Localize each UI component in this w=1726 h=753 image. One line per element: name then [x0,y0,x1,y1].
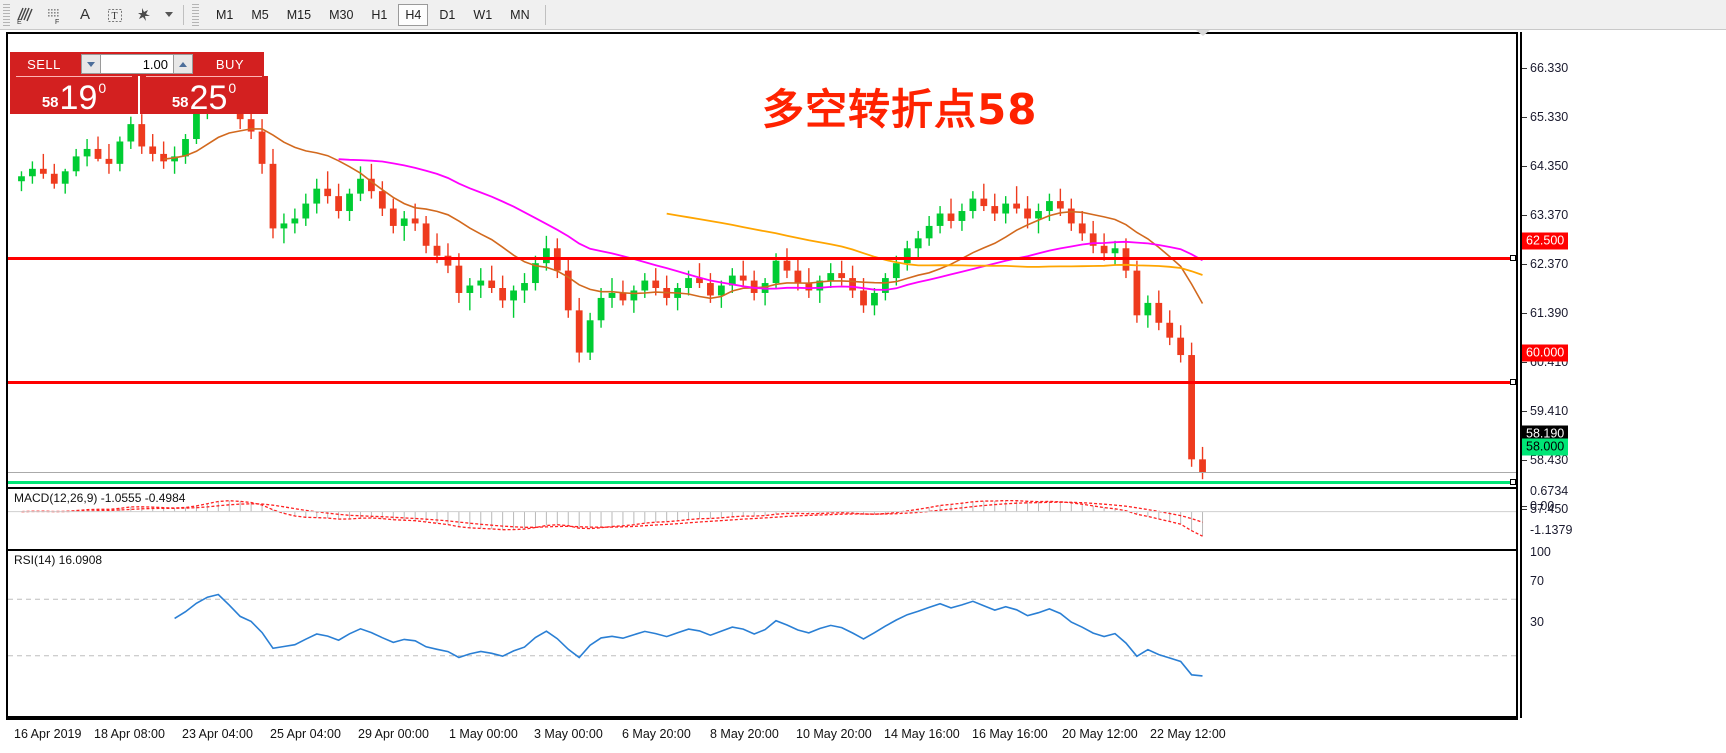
price-tick-61.390: 61.390 [1522,306,1568,320]
price-tag-62.500[interactable]: 62.500 [1522,232,1569,250]
svg-text:T: T [112,11,118,22]
timeframe-button-w1[interactable]: W1 [473,7,493,22]
time-label: 16 May 16:00 [972,727,1048,741]
resistance-line-62500[interactable] [8,255,1516,262]
volume-stepper[interactable]: 1.00 [78,52,196,76]
time-label: 8 May 20:00 [710,727,779,741]
sell-price-display[interactable]: 58 19 0 [10,76,138,118]
timeframe-button-h4[interactable]: H4 [398,3,429,26]
macd-tick-0.6734: 0.6734 [1530,484,1569,498]
timeframe-grip[interactable] [192,3,199,26]
support-line-60000[interactable] [8,379,1516,386]
time-label: 23 Apr 04:00 [182,727,253,741]
price-tick-66.330: 66.330 [1522,61,1568,75]
timeframe-group: M1 M5 M15 M30 H1 H4 D1 W1 MN [207,3,539,26]
chart-scroll-marker [1196,30,1210,36]
one-click-trading-panel[interactable]: SELL 1.00 BUY 58 19 0 58 25 0 [10,52,268,118]
toolbar-separator [183,4,184,25]
price-axis[interactable]: 66.330 65.330 64.350 63.370 62.370 61.390 60.4… [1520,32,1726,718]
time-label: 14 May 16:00 [884,727,960,741]
toolbar-separator-2 [544,4,546,25]
time-label: 1 May 00:00 [449,727,518,741]
rsi-pane[interactable]: RSI(14) 16.0908 [8,549,1516,716]
timeframe-button-d1[interactable]: D1 [439,7,456,22]
sell-price-fraction: 0 [98,80,107,96]
rsi-tick-30: 30 [1530,615,1544,629]
time-label: 20 May 12:00 [1062,727,1138,741]
volume-increase-button[interactable] [173,54,193,74]
volume-input[interactable]: 1.00 [101,54,173,74]
price-tag-58.000[interactable]: 58.000 [1522,438,1569,456]
sell-button[interactable]: SELL [10,52,78,76]
macd-tick--1.1379: -1.1379 [1530,523,1573,537]
time-label: 6 May 20:00 [622,727,691,741]
pivot-line-58000[interactable] [8,478,1516,485]
time-label: 29 Apr 00:00 [358,727,429,741]
text-tool-icon[interactable]: A [79,6,90,23]
price-tick-59.410: 59.410 [1522,404,1568,418]
price-tick-57.450: 57.450 [1522,502,1568,516]
buy-price-fraction: 0 [228,80,237,96]
chart-area[interactable]: MACD(12,26,9) -1.0555 -0.4984 RSI(14) 16… [6,32,1518,718]
macd-tick-0.00: 0.00 [1522,499,1554,513]
time-label: 25 Apr 04:00 [270,727,341,741]
macd-plot [8,499,1516,537]
timeframe-button-h1[interactable]: H1 [371,7,388,22]
price-tick-65.330: 65.330 [1522,110,1568,124]
svg-text:F: F [55,19,59,25]
buy-price-main: 25 [189,79,228,118]
main-toolbar: E F A T [0,0,1726,30]
rsi-tick-70: 70 [1530,574,1544,588]
buy-divider [146,76,262,77]
indicators-icon[interactable]: E [10,1,40,29]
time-label: 10 May 20:00 [796,727,872,741]
timeframe-button-m30[interactable]: M30 [329,7,354,22]
timeframe-button-m1[interactable]: M1 [216,7,234,22]
bid-line [8,472,1516,474]
objects-dropdown-icon[interactable] [160,1,178,29]
price-tick-58.430: 58.430 [1522,453,1568,467]
rsi-label: RSI(14) 16.0908 [12,553,105,567]
chart-annotation-text: 多空转折点58 [762,85,1038,134]
time-label: 22 May 12:00 [1150,727,1226,741]
sell-divider [16,76,132,77]
grid-icon[interactable]: F [40,1,70,29]
timeframe-button-mn[interactable]: MN [510,7,530,22]
rsi-tick-100: 100 [1530,545,1551,559]
toolbar-grip[interactable] [3,3,10,26]
time-label: 16 Apr 2019 [14,727,82,741]
trade-price-row: 58 19 0 58 25 0 [10,76,268,118]
macd-label: MACD(12,26,9) -1.0555 -0.4984 [12,491,188,505]
timeframe-button-m15[interactable]: M15 [286,7,312,22]
rsi-plot [8,593,1516,677]
sell-price-main: 19 [59,79,98,118]
price-tick-62.370: 62.370 [1522,257,1568,271]
svg-text:E: E [17,19,22,25]
timeframe-button-m5[interactable]: M5 [251,7,269,22]
trade-top-row: SELL 1.00 BUY [10,52,268,76]
buy-button[interactable]: BUY [196,52,264,76]
macd-pane[interactable]: MACD(12,26,9) -1.0555 -0.4984 [8,487,1516,547]
text-label-icon[interactable]: T [100,1,130,29]
buy-price-display[interactable]: 58 25 0 [140,76,268,118]
time-label: 18 Apr 08:00 [94,727,165,741]
price-tick-63.370: 63.370 [1522,208,1568,222]
sell-price-integer: 58 [41,94,59,111]
price-tag-58.190[interactable]: 58.190 [1522,425,1569,443]
price-tag-60.000[interactable]: 60.000 [1522,344,1569,362]
time-label: 3 May 00:00 [534,727,603,741]
volume-decrease-button[interactable] [81,54,101,74]
objects-icon[interactable] [130,1,160,29]
buy-price-integer: 58 [171,94,189,111]
time-axis[interactable]: 16 Apr 2019 18 Apr 08:00 23 Apr 04:00 25 Ap… [6,718,1518,753]
price-tick-64.350: 64.350 [1522,159,1568,173]
